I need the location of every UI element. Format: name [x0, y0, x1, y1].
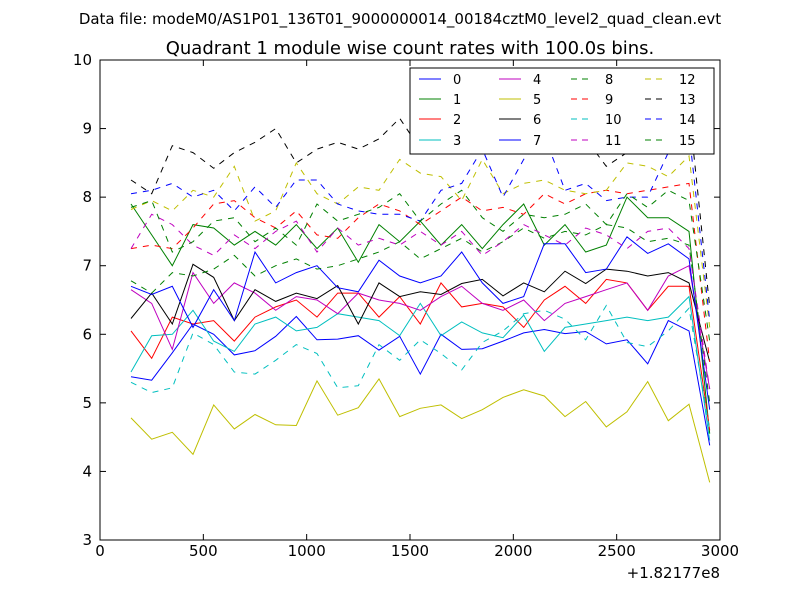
series-line-5 [130, 377, 711, 483]
legend-label-10: 10 [605, 113, 622, 128]
series-line-2 [130, 278, 711, 431]
series-line-11 [130, 213, 711, 390]
y-tick-label: 7 [82, 257, 92, 275]
legend-label-0: 0 [453, 73, 461, 88]
series-line-15 [130, 189, 711, 342]
legend-label-12: 12 [679, 73, 696, 88]
x-offset-label: +1.82177e8 [627, 564, 720, 582]
y-tick-label: 10 [73, 51, 92, 69]
chart-title: Quadrant 1 module wise count rates with … [166, 38, 655, 59]
series-line-4 [130, 264, 711, 390]
legend-label-11: 11 [605, 134, 622, 149]
x-tick-label: 3000 [701, 542, 739, 560]
legend-label-3: 3 [453, 134, 461, 149]
legend-label-8: 8 [605, 73, 613, 88]
series-line-6 [130, 263, 711, 362]
y-tick-label: 8 [82, 188, 92, 206]
legend-box [409, 67, 715, 155]
series-line-1 [130, 196, 711, 434]
legend-label-1: 1 [453, 93, 461, 108]
legend-label-9: 9 [605, 93, 613, 108]
series-line-12 [130, 154, 711, 328]
x-tick-label: 2500 [598, 542, 636, 560]
x-tick-label: 2000 [494, 542, 532, 560]
legend-label-6: 6 [533, 113, 541, 128]
x-tick-label: 500 [189, 542, 218, 560]
legend-label-13: 13 [679, 93, 696, 108]
legend-label-2: 2 [453, 113, 461, 128]
legend-label-14: 14 [679, 113, 696, 128]
y-tick-label: 3 [82, 531, 92, 549]
y-tick-label: 9 [82, 120, 92, 138]
x-tick-label: 0 [95, 542, 105, 560]
y-tick-label: 5 [82, 394, 92, 412]
series-line-3 [130, 295, 711, 441]
y-tick-label: 6 [82, 325, 92, 343]
x-tick-label: 1000 [288, 542, 326, 560]
x-tick-label: 1500 [391, 542, 429, 560]
legend-label-4: 4 [533, 73, 541, 88]
series-line-10 [130, 304, 711, 431]
series-line-9 [130, 182, 711, 362]
y-tick-label: 4 [82, 462, 92, 480]
legend-label-5: 5 [533, 93, 541, 108]
data-file-suptitle: Data file: modeM0/AS1P01_136T01_90000000… [79, 10, 721, 29]
series-layer [130, 97, 711, 483]
legend-label-15: 15 [679, 134, 696, 149]
series-line-7 [130, 236, 711, 410]
legend-label-7: 7 [533, 134, 541, 149]
series-line-8 [130, 224, 711, 403]
